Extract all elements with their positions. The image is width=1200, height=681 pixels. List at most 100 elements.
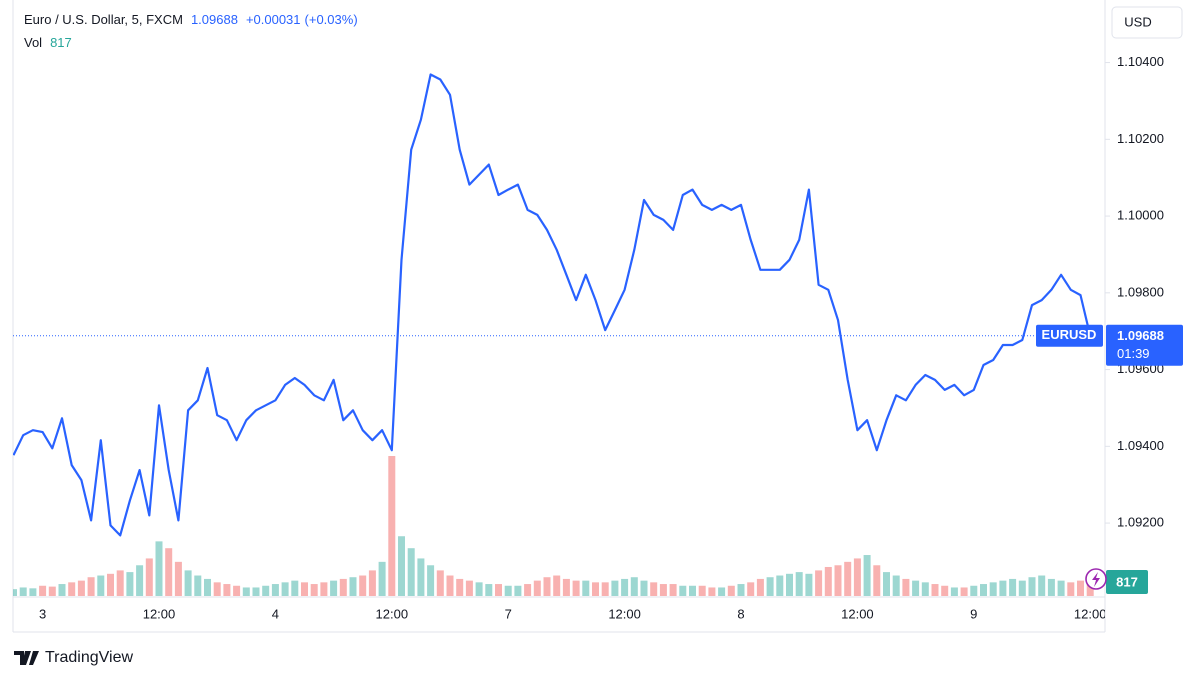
volume-bar: [213, 582, 221, 596]
volume-bar: [281, 582, 289, 596]
x-tick-label: 12:00: [608, 606, 641, 621]
volume-bar: [999, 580, 1007, 596]
last-price: 1.09688: [191, 12, 238, 27]
change-percent: (+0.03%): [305, 12, 358, 27]
volume-bar: [291, 580, 299, 596]
volume-bar: [902, 578, 910, 596]
volume-bar: [1018, 580, 1026, 596]
y-tick-label: 1.10200: [1117, 131, 1164, 146]
currency-button[interactable]: [1111, 6, 1183, 39]
y-tick-label: 1.09800: [1117, 284, 1164, 299]
volume-bar: [1028, 577, 1036, 596]
price-label: 1.09688: [1117, 328, 1164, 343]
volume-bar: [485, 584, 493, 596]
volume-bar: [97, 575, 105, 596]
volume-bar: [1067, 582, 1075, 596]
price-badge: [1106, 324, 1183, 366]
volume-bar: [107, 573, 114, 596]
volume-bar: [456, 578, 464, 596]
volume-bar: [970, 585, 978, 596]
volume-bar: [13, 589, 17, 596]
volume-bar: [194, 575, 202, 596]
volume-bar: [495, 584, 502, 596]
volume-bar: [58, 584, 66, 596]
logo-mark: [14, 651, 39, 665]
volume-bar: [388, 456, 396, 596]
volume-bar: [543, 577, 551, 596]
volume-bar: [873, 565, 881, 596]
volume-bar: [514, 585, 522, 596]
volume-bar: [407, 548, 415, 596]
volume-bar: [19, 587, 27, 596]
volume-bar: [48, 586, 56, 596]
volume-bar: [126, 572, 134, 596]
volume-badge: [1106, 570, 1148, 594]
symbol-badge: [1036, 324, 1103, 347]
volume-bar: [1047, 578, 1055, 596]
volume-bar: [378, 561, 386, 596]
x-tick-label: 8: [737, 606, 744, 621]
volume-bar: [698, 585, 706, 596]
volume-bar: [1086, 582, 1094, 596]
volume-bar: [39, 585, 47, 596]
volume-bar: [621, 578, 629, 596]
volume-bar: [689, 585, 696, 596]
volume-bar: [912, 580, 920, 596]
volume-bar: [504, 585, 512, 596]
volume-bar: [592, 582, 599, 596]
x-tick-label: 12:00: [841, 606, 874, 621]
volume-bar: [116, 570, 124, 596]
volume-bar: [301, 582, 308, 596]
volume-bar: [921, 582, 929, 596]
volume-bar: [398, 536, 405, 596]
volume-bar: [863, 555, 871, 596]
volume-bar: [650, 582, 658, 596]
volume-bar: [165, 548, 173, 596]
y-tick-label: 1.09400: [1117, 438, 1164, 453]
volume-bar: [174, 561, 182, 596]
volume-bar: [349, 577, 357, 596]
x-tick-label: 12:00: [143, 606, 176, 621]
volume-bar: [359, 575, 367, 596]
volume-bar: [640, 580, 648, 596]
x-tick-label: 12:00: [376, 606, 409, 621]
volume-bar: [475, 582, 483, 596]
volume-bar: [980, 584, 987, 596]
volume-bar: [708, 587, 716, 596]
volume-legend: Vol 817: [24, 35, 72, 50]
volume-bar: [562, 578, 570, 596]
volume-bar: [669, 584, 677, 596]
volume-bar: [718, 587, 726, 596]
volume-bar: [815, 570, 823, 596]
volume-bar: [611, 580, 619, 596]
volume-bar: [805, 573, 813, 596]
volume-bar: [436, 570, 444, 596]
currency[interactable]: USD: [1124, 14, 1151, 29]
volume-bar: [320, 582, 328, 596]
volume-bar: [339, 578, 347, 596]
volume-last: 817: [50, 35, 72, 50]
volume-bar: [795, 572, 803, 596]
x-tick-label: 7: [505, 606, 512, 621]
alert-bolt: [1092, 572, 1100, 587]
volume-bar: [553, 575, 561, 596]
volume-bar: [960, 587, 968, 596]
volume-bar: [310, 584, 318, 596]
volume-bar: [989, 582, 997, 596]
volume-bar: [87, 577, 95, 596]
x-tick-label: 4: [272, 606, 279, 621]
volume-bar: [252, 587, 260, 596]
volume-bar: [630, 577, 638, 596]
x-tick-label: 12:00: [1074, 606, 1107, 621]
volume-bar: [834, 565, 842, 596]
volume-bar: [1077, 580, 1084, 596]
volume-bar: [776, 575, 784, 596]
volume-bar: [941, 585, 949, 596]
y-tick-label: 1.09200: [1117, 515, 1164, 530]
volume-bar: [1038, 575, 1046, 596]
volume-bar: [368, 570, 376, 596]
volume-bar: [427, 565, 435, 596]
plot: [13, 73, 1094, 596]
